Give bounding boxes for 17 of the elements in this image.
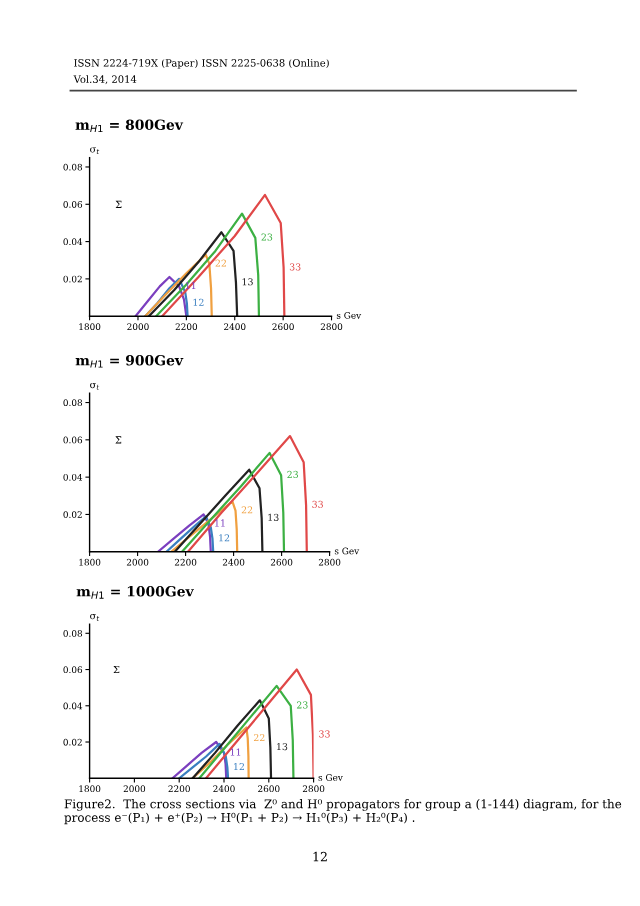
line-series: [161, 193, 286, 317]
line-series: [178, 742, 230, 779]
line-series: [156, 513, 212, 552]
line-series: [180, 451, 286, 552]
line-series: [144, 253, 213, 317]
line-series: [155, 212, 261, 317]
line-series: [171, 740, 228, 779]
line-series: [147, 231, 239, 317]
line-series: [165, 515, 215, 552]
line-series: [186, 435, 308, 552]
line-series: [204, 668, 314, 779]
line-series: [134, 275, 188, 317]
line-series: [191, 699, 273, 779]
line-series: [198, 684, 295, 779]
line-series: [173, 468, 264, 552]
line-series: [191, 726, 250, 779]
line-series: [170, 500, 239, 552]
